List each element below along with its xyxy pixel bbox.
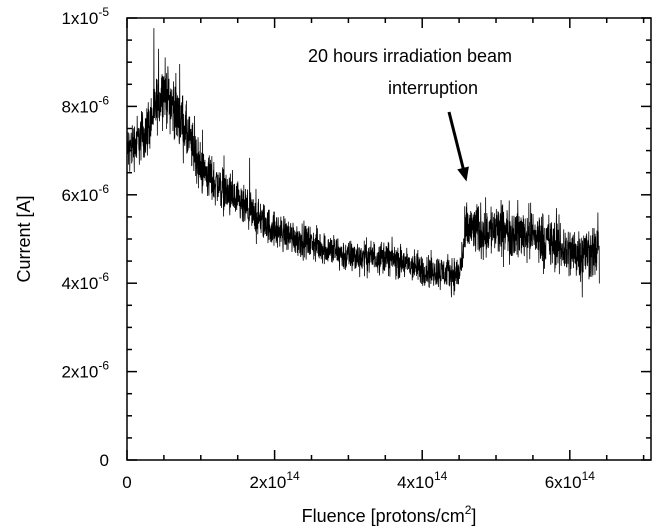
x-tick-label-mantissa: 6x10	[545, 473, 582, 492]
y-tick-label-exp: -6	[98, 359, 109, 373]
x-tick-label-exp: 14	[582, 469, 596, 483]
ticks-layer	[126, 17, 651, 461]
y-tick-label-mantissa: 8x10	[61, 97, 98, 116]
y-tick-label: 0	[100, 451, 109, 470]
series-line-current	[126, 28, 600, 298]
annotation-arrowhead	[457, 166, 469, 182]
x-tick-label-mantissa: 4x10	[397, 473, 434, 492]
y-tick-label-exp: -6	[98, 182, 109, 196]
y-tick-label: 4x10-6	[61, 270, 109, 293]
x-axis-title-end: ]	[471, 506, 476, 526]
y-tick-label-mantissa: 1x10	[61, 9, 98, 28]
x-tick-label: 2x1014	[249, 469, 300, 492]
x-axis-title-main: Fluence [protons/cm	[302, 506, 465, 526]
y-tick-label: 2x10-6	[61, 359, 109, 382]
y-tick-label-exp: -5	[98, 5, 109, 19]
x-tick-label-mantissa: 2x10	[249, 473, 286, 492]
annotation-line-2: interruption	[388, 78, 478, 98]
y-axis-title: Current [A]	[14, 195, 34, 282]
x-tick-label: 4x1014	[397, 469, 448, 492]
y-tick-label-mantissa: 6x10	[61, 186, 98, 205]
y-tick-label-exp: -6	[98, 93, 109, 107]
x-tick-label: 0	[122, 473, 131, 492]
annotation-arrow	[447, 111, 466, 171]
x-tick-label-exp: 14	[286, 469, 300, 483]
y-tick-label-mantissa: 4x10	[61, 274, 98, 293]
y-tick-label-mantissa: 2x10	[61, 363, 98, 382]
y-tick-label: 1x10-5	[61, 5, 109, 28]
x-tick-label: 6x1014	[545, 469, 596, 492]
y-tick-label: 8x10-6	[61, 93, 109, 116]
x-axis-title: Fluence [protons/cm2]	[302, 503, 477, 526]
x-axis-title-sup: 2	[465, 503, 472, 517]
annotation-line-1: 20 hours irradiation beam	[308, 46, 512, 66]
x-tick-label-exp: 14	[434, 469, 448, 483]
series-layer	[126, 28, 600, 298]
y-tick-label: 6x10-6	[61, 182, 109, 205]
y-tick-label-exp: -6	[98, 270, 109, 284]
